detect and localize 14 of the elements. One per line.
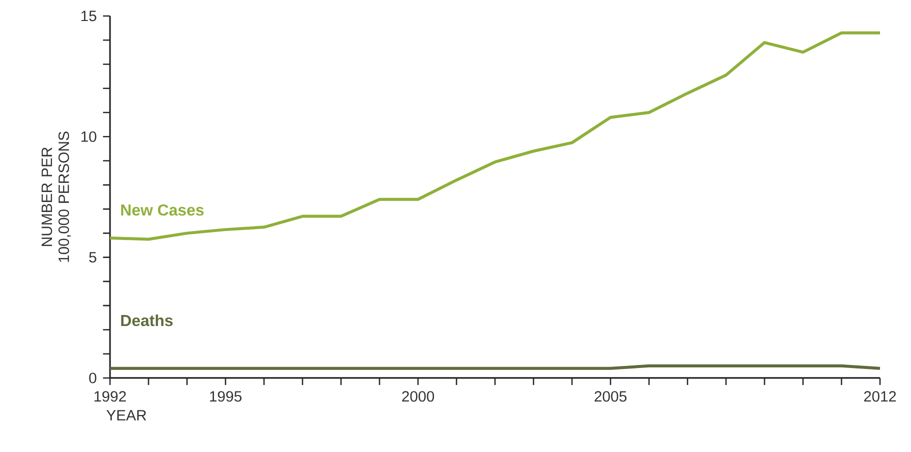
y-axis-title: NUMBER PER 100,000 PERSONS	[42, 132, 71, 262]
line-series	[108, 31, 882, 241]
x-tick-label: 1995	[210, 391, 242, 402]
x-tick-label: 1992	[94, 391, 126, 402]
y-tick-label: 15	[81, 10, 96, 22]
x-axis-title: YEAR	[106, 410, 146, 420]
y-tick-label: 5	[89, 252, 96, 263]
x-tick-label: 2012	[864, 391, 896, 402]
x-tick-label: 2005	[594, 391, 626, 402]
y-tick-label: 0	[89, 372, 96, 384]
y-tick-label: 10	[81, 131, 96, 142]
series-label: New Cases	[121, 204, 204, 216]
x-tick-label: 2000	[402, 391, 434, 402]
text: Deaths	[121, 314, 173, 326]
